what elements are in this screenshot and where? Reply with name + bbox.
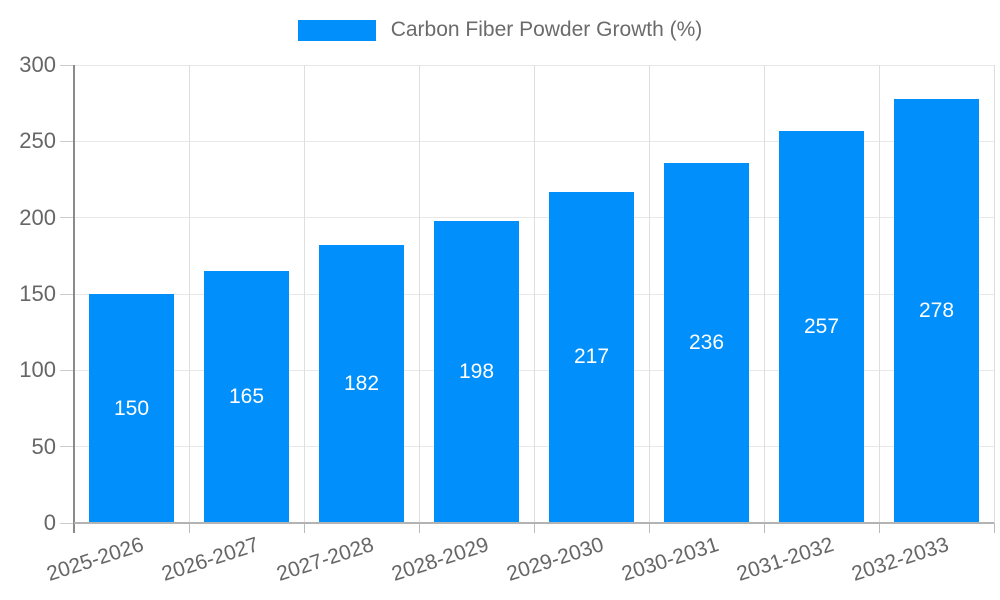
x-tick <box>533 523 535 533</box>
y-tick <box>60 140 74 142</box>
bar-2027-2028 <box>319 245 404 523</box>
v-gridline <box>763 65 765 523</box>
v-gridline <box>533 65 535 523</box>
x-axis-label: 2029-2030 <box>503 533 607 586</box>
bar-2032-2033 <box>894 98 979 523</box>
x-tick <box>418 523 420 533</box>
x-tick <box>188 523 190 533</box>
y-axis-label: 250 <box>19 128 56 154</box>
x-axis-line <box>74 522 994 524</box>
x-tick <box>303 523 305 533</box>
y-axis-label: 50 <box>31 433 56 459</box>
v-gridline <box>993 65 995 523</box>
x-axis-label: 2025-2026 <box>43 533 147 586</box>
x-axis-label: 2027-2028 <box>273 533 377 586</box>
y-tick <box>60 369 74 371</box>
bar-2026-2027 <box>204 271 289 523</box>
x-tick <box>648 523 650 533</box>
y-axis-label: 0 <box>43 510 56 535</box>
v-gridline <box>303 65 305 523</box>
bar-value-label: 236 <box>688 330 725 354</box>
bar-2031-2032 <box>779 130 864 523</box>
y-tick <box>60 217 74 219</box>
x-axis-label: 2031-2032 <box>733 533 837 586</box>
bar-value-label: 165 <box>228 385 265 409</box>
bar-2029-2030 <box>549 191 634 523</box>
y-axis-label: 100 <box>19 357 56 383</box>
bar-value-label: 217 <box>573 345 610 369</box>
bar-value-label: 150 <box>113 396 150 420</box>
y-axis-line <box>73 65 75 533</box>
x-axis-label: 2026-2027 <box>158 533 262 586</box>
y-tick <box>60 64 74 66</box>
bar-2028-2029 <box>434 220 519 523</box>
legend-item[interactable]: Carbon Fiber Powder Growth (%) <box>297 18 703 42</box>
y-tick <box>60 522 74 524</box>
x-axis-label: 2030-2031 <box>618 533 722 586</box>
v-gridline <box>188 65 190 523</box>
bar-value-label: 182 <box>343 372 380 396</box>
y-axis-label: 300 <box>19 52 56 77</box>
legend-swatch-icon <box>297 19 376 41</box>
bar-2030-2031 <box>664 162 749 523</box>
x-axis-label: 2032-2033 <box>848 533 952 586</box>
bar-2025-2026 <box>89 294 174 523</box>
y-axis-label: 200 <box>19 204 56 230</box>
bar-value-label: 278 <box>918 298 955 322</box>
bar-value-label: 198 <box>458 359 495 383</box>
v-gridline <box>418 65 420 523</box>
bar-value-label: 257 <box>803 314 840 338</box>
v-gridline <box>648 65 650 523</box>
chart-legend: Carbon Fiber Powder Growth (%) <box>0 18 1000 42</box>
v-gridline <box>878 65 880 523</box>
x-tick <box>763 523 765 533</box>
y-tick <box>60 446 74 448</box>
x-tick <box>878 523 880 533</box>
y-axis-label: 150 <box>19 281 56 306</box>
x-axis-label: 2028-2029 <box>388 533 492 586</box>
x-tick <box>993 523 995 533</box>
y-tick <box>60 293 74 295</box>
legend-label: Carbon Fiber Powder Growth (%) <box>390 18 703 41</box>
